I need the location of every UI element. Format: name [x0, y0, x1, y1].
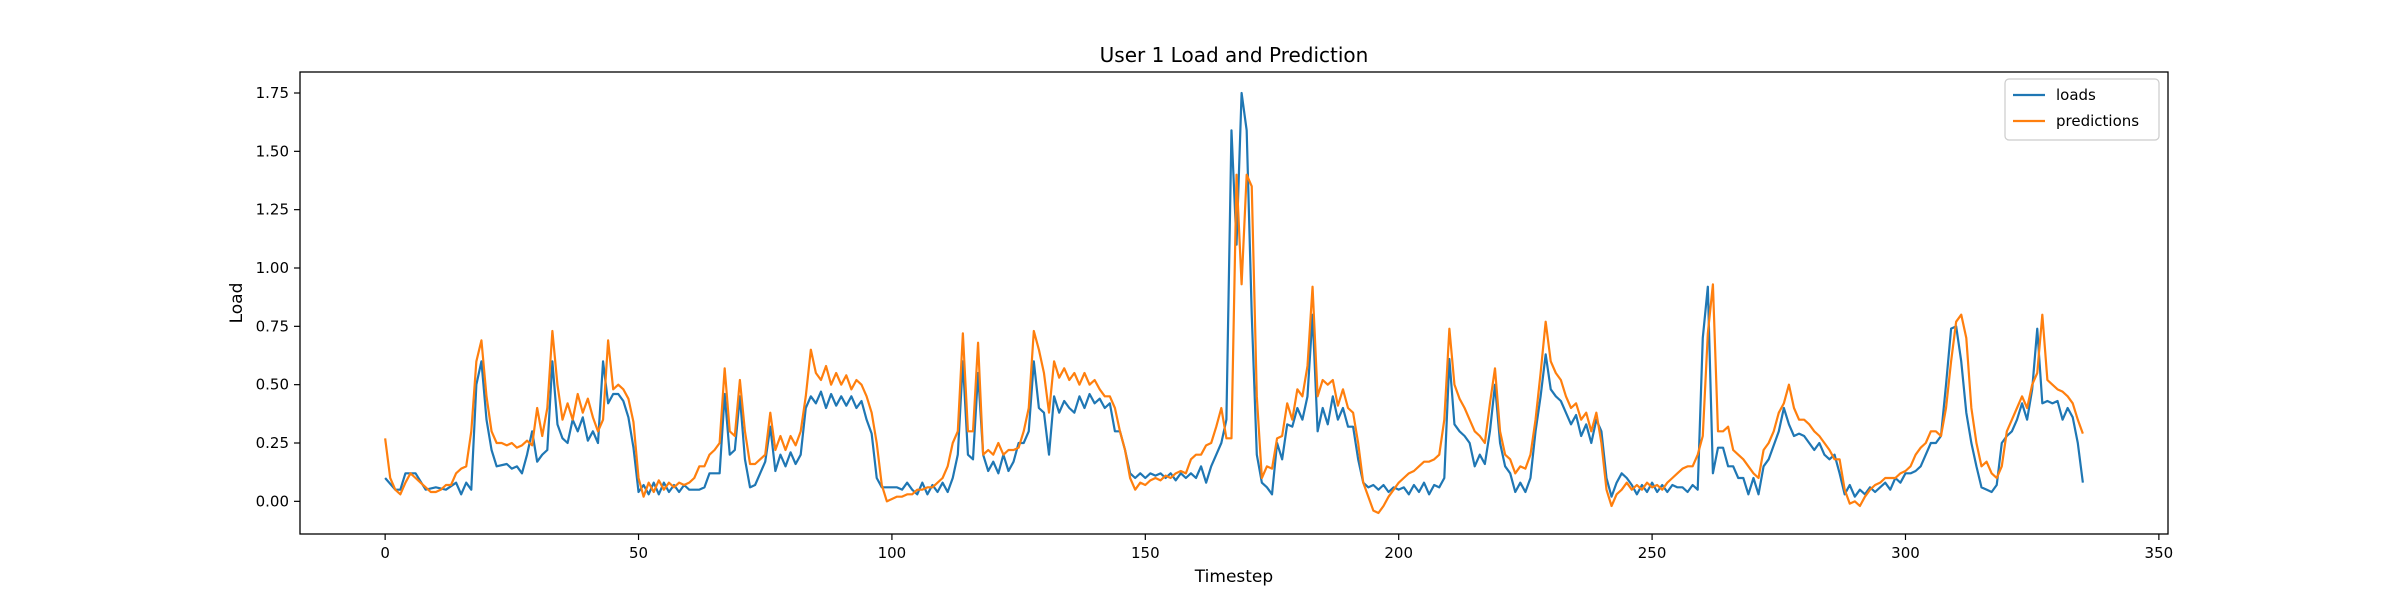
- x-axis: 0 50 100 150 200 250 300 350: [380, 534, 2173, 562]
- y-axis-title: Load: [227, 283, 247, 324]
- y-axis: 0.00 0.25 0.50 0.75 1.00 1.25 1.50 1.75: [256, 84, 300, 510]
- x-tick-label: 0: [380, 544, 390, 562]
- y-tick-label: 0.75: [256, 317, 289, 335]
- y-tick-label: 1.25: [256, 201, 289, 219]
- x-tick-label: 300: [1891, 544, 1920, 562]
- plot-frame: [299, 71, 2169, 535]
- series-line-predictions: [384, 173, 2084, 515]
- x-tick-label: 200: [1384, 544, 1413, 562]
- x-axis-title: Timestep: [1194, 567, 1273, 587]
- chart-title: User 1 Load and Prediction: [1100, 43, 1369, 67]
- series-lines: [384, 91, 2084, 515]
- y-tick-label: 1.00: [256, 259, 289, 277]
- legend: loads predictions: [2004, 78, 2160, 141]
- x-tick-label: 150: [1131, 544, 1160, 562]
- y-tick-label: 0.50: [256, 376, 289, 394]
- y-tick-label: 1.75: [256, 84, 289, 102]
- x-tick-label: 350: [2145, 544, 2174, 562]
- x-tick-label: 50: [629, 544, 648, 562]
- legend-label-loads: loads: [2056, 86, 2096, 104]
- x-tick-label: 100: [878, 544, 907, 562]
- y-tick-label: 0.00: [256, 492, 289, 510]
- legend-label-predictions: predictions: [2056, 112, 2139, 130]
- x-tick-label: 250: [1638, 544, 1667, 562]
- y-tick-label: 0.25: [256, 434, 289, 452]
- series-line-loads: [384, 91, 2084, 498]
- y-tick-label: 1.50: [256, 142, 289, 160]
